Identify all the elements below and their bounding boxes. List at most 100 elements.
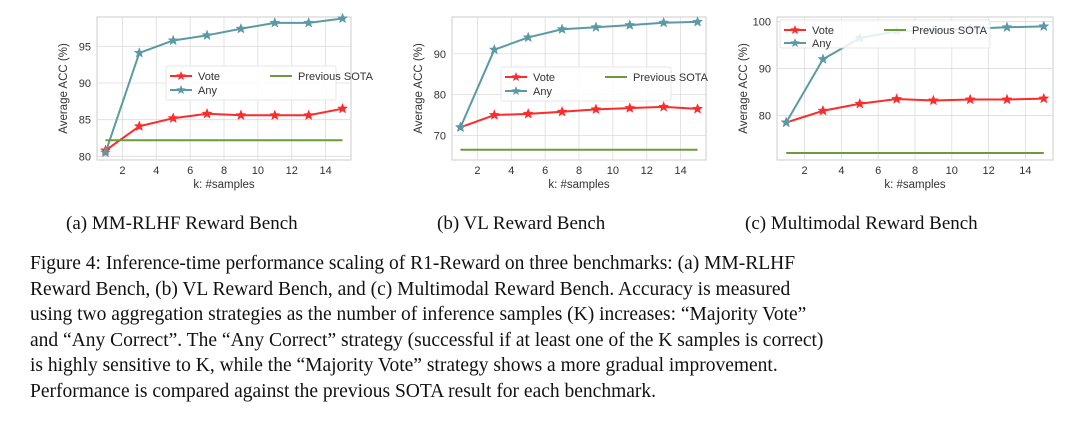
legend: Vote Any Previous SOTA bbox=[500, 66, 709, 102]
data-point-star bbox=[556, 105, 568, 117]
x-tick-label: 12 bbox=[286, 165, 298, 177]
series-line-vote bbox=[460, 105, 698, 129]
x-tick-label: 8 bbox=[912, 165, 918, 177]
x-tick-label: 4 bbox=[508, 165, 514, 177]
data-point-star bbox=[133, 47, 145, 58]
data-point-star bbox=[201, 29, 213, 41]
legend-box bbox=[779, 19, 991, 49]
y-tick-label: 80 bbox=[759, 110, 771, 122]
x-tick-label: 10 bbox=[607, 165, 619, 177]
y-tick-label: 80 bbox=[434, 90, 446, 102]
x-tick-label: 2 bbox=[802, 165, 808, 177]
data-point-star bbox=[1001, 93, 1013, 105]
y-tick-label: 80 bbox=[79, 151, 91, 163]
x-tick-label: 6 bbox=[542, 165, 548, 177]
x-tick-label: 10 bbox=[946, 165, 958, 177]
series-line-any bbox=[104, 17, 343, 153]
subcaption-c: (c) Multimodal Reward Bench bbox=[745, 213, 978, 234]
legend-label: Any bbox=[533, 86, 552, 98]
caption-line: using two aggregation strategies as the … bbox=[30, 304, 807, 326]
series-line-vote bbox=[104, 107, 343, 152]
y-tick-label: 95 bbox=[79, 41, 91, 53]
legend-marker-star bbox=[176, 71, 186, 81]
y-axis-label: Average ACC (%) bbox=[58, 43, 70, 134]
caption-line: Performance is compared against the prev… bbox=[30, 380, 657, 402]
data-point-star bbox=[590, 103, 602, 115]
data-point-star bbox=[269, 16, 281, 28]
x-tick-label: 8 bbox=[221, 165, 227, 177]
legend-marker-star bbox=[511, 72, 521, 82]
data-point-star bbox=[454, 121, 467, 133]
chart-b: 2 4 6 8 10 12 14 70 80 90 k: #samples Average ACC (… bbox=[413, 15, 709, 191]
x-tick-label: 2 bbox=[119, 165, 125, 177]
y-tick-label: 90 bbox=[79, 78, 91, 90]
x-tick-label: 14 bbox=[674, 165, 686, 177]
data-point-star bbox=[522, 107, 534, 119]
data-point-star bbox=[624, 102, 636, 113]
data-point-star bbox=[303, 16, 315, 28]
data-point-star bbox=[269, 109, 281, 121]
x-tick-label: 14 bbox=[319, 165, 331, 177]
legend-label: Any bbox=[812, 38, 831, 50]
x-axis-label: k: #samples bbox=[193, 179, 255, 191]
data-point-star bbox=[691, 15, 704, 27]
subcaption-b: (b) VL Reward Bench bbox=[437, 213, 606, 234]
caption-line: is highly sensitive to K, while the “Maj… bbox=[30, 355, 778, 377]
legend-label: Vote bbox=[198, 71, 220, 83]
caption-line: and “Any Correct”. The “Any Correct” str… bbox=[30, 329, 824, 351]
data-point-star bbox=[522, 31, 534, 43]
data-point-star bbox=[817, 53, 829, 64]
legend-marker-star bbox=[511, 86, 521, 96]
x-tick-label: 12 bbox=[641, 165, 653, 177]
x-tick-label: 2 bbox=[474, 165, 480, 177]
legend-marker-star bbox=[790, 38, 800, 48]
y-tick-label: 90 bbox=[759, 64, 771, 76]
data-point-star bbox=[590, 21, 602, 32]
legend-box bbox=[500, 66, 672, 102]
caption-line: Figure 4: Inference-time performance sca… bbox=[30, 253, 796, 274]
data-point-star bbox=[691, 103, 704, 114]
data-point-star bbox=[133, 120, 145, 132]
data-point-star bbox=[1038, 20, 1050, 32]
data-point-star bbox=[336, 12, 349, 24]
legend-label: Previous SOTA bbox=[298, 71, 374, 83]
data-point-star bbox=[817, 104, 829, 116]
subcaption-a: (a) MM-RLHF Reward Bench bbox=[66, 213, 298, 234]
legend-label: Previous SOTA bbox=[633, 72, 709, 84]
caption-line: Reward Bench, (b) VL Reward Bench, and (… bbox=[30, 278, 791, 300]
x-tick-label: 4 bbox=[838, 165, 844, 177]
y-tick-label: 85 bbox=[79, 115, 91, 127]
chart-c: 2 4 6 8 10 12 14 80 90 100 k: #samples Average ACC … bbox=[738, 16, 1054, 191]
x-axis-label: k: #samples bbox=[548, 179, 610, 191]
data-point-star bbox=[235, 109, 247, 121]
data-point-star bbox=[624, 19, 636, 30]
legend-label: Vote bbox=[812, 25, 834, 37]
x-tick-label: 8 bbox=[576, 165, 582, 177]
chart-panel-c: 2 4 6 8 10 12 14 80 90 100 k: #samples Average ACC … bbox=[732, 0, 1062, 200]
x-axis-label: k: #samples bbox=[884, 179, 946, 191]
data-point-star bbox=[780, 116, 792, 128]
chart-a: 2 4 6 8 10 12 14 80 85 90 95 k: #samples Average ACC… bbox=[58, 12, 374, 191]
data-point-star bbox=[99, 146, 112, 158]
x-tick-label: 10 bbox=[252, 165, 264, 177]
legend-label: Previous SOTA bbox=[912, 25, 988, 37]
x-tick-label: 4 bbox=[153, 165, 159, 177]
data-point-star bbox=[336, 102, 349, 114]
series-line-any bbox=[459, 20, 698, 128]
data-point-star bbox=[556, 23, 568, 35]
data-point-star bbox=[167, 112, 179, 123]
x-tick-label: 6 bbox=[875, 165, 881, 177]
data-point-star bbox=[201, 107, 213, 119]
y-tick-label: 70 bbox=[434, 130, 446, 142]
y-axis-label: Average ACC (%) bbox=[738, 43, 750, 134]
chart-panel-a: 2 4 6 8 10 12 14 80 85 90 95 k: #samples Average ACC… bbox=[30, 0, 374, 200]
data-point-star bbox=[488, 43, 500, 55]
series-line-vote bbox=[785, 97, 1044, 124]
data-point-star bbox=[658, 100, 670, 112]
data-point-star bbox=[235, 22, 247, 34]
legend-label: Vote bbox=[533, 72, 555, 84]
legend-marker-star bbox=[176, 85, 186, 95]
data-point-star bbox=[854, 97, 866, 109]
